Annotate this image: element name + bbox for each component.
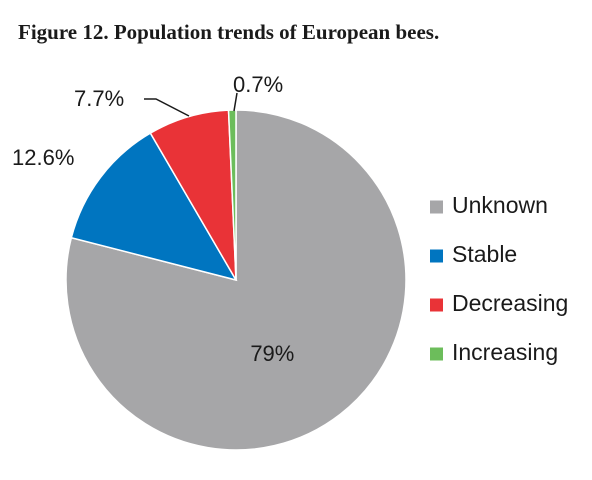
legend-swatch-unknown: [430, 200, 443, 214]
legend-item-increasing: Increasing: [430, 339, 558, 365]
legend: Unknown Stable Decreasing Increasing: [430, 192, 568, 365]
legend-swatch-increasing: [430, 347, 443, 361]
data-label-increasing: 0.7%: [233, 72, 283, 97]
legend-item-stable: Stable: [430, 241, 517, 267]
legend-label-unknown: Unknown: [452, 192, 548, 218]
leader-line-decreasing: [144, 98, 190, 117]
pie-slice-increasing: [227, 109, 237, 281]
pie-slices: [65, 109, 407, 451]
pie-slice-unknown: [65, 109, 407, 451]
legend-swatch-stable: [430, 249, 443, 263]
leader-line-increasing: [233, 92, 238, 112]
legend-swatch-decreasing: [430, 298, 443, 312]
legend-item-decreasing: Decreasing: [430, 290, 568, 316]
legend-label-increasing: Increasing: [452, 339, 558, 365]
data-labels: 79% 12.6% 7.7% 0.7%: [12, 72, 294, 366]
data-label-unknown: 79%: [250, 341, 294, 366]
data-label-decreasing: 7.7%: [74, 86, 124, 111]
legend-item-unknown: Unknown: [430, 192, 548, 218]
data-label-stable: 12.6%: [12, 145, 74, 170]
leader-lines: [144, 92, 238, 117]
legend-label-decreasing: Decreasing: [452, 290, 568, 316]
pie-slice-stable: [70, 132, 238, 282]
legend-label-stable: Stable: [452, 241, 517, 267]
chart-title: Figure 12. Population trends of European…: [18, 20, 440, 44]
